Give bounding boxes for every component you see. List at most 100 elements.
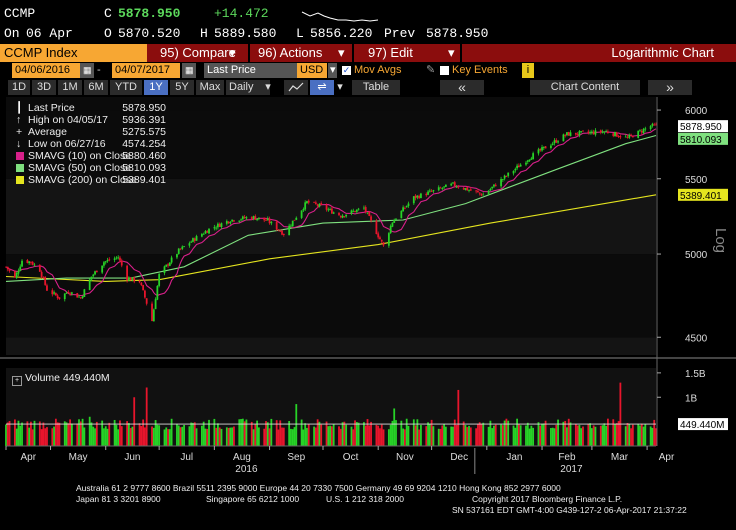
volume-bar bbox=[126, 421, 128, 446]
candle-body bbox=[444, 184, 447, 187]
candle bbox=[525, 160, 527, 167]
candle bbox=[290, 223, 292, 229]
candle bbox=[140, 281, 143, 287]
volume-bar bbox=[94, 428, 96, 446]
period-5y[interactable]: 5Y bbox=[170, 80, 194, 95]
candle-body bbox=[619, 136, 622, 138]
volume-bar bbox=[140, 426, 143, 446]
currency-field[interactable]: USD bbox=[297, 63, 327, 78]
period-1d[interactable]: 1D bbox=[8, 80, 30, 95]
chevron-down-icon[interactable] bbox=[292, 63, 300, 78]
volume-bar bbox=[329, 425, 332, 446]
volume-bar bbox=[316, 419, 319, 446]
volume-bar bbox=[204, 428, 207, 446]
period-6m[interactable]: 6M bbox=[84, 80, 108, 95]
candle bbox=[402, 205, 405, 212]
candle-body bbox=[526, 160, 529, 162]
candle-body bbox=[127, 277, 130, 281]
period-1y[interactable]: 1Y bbox=[144, 80, 168, 95]
candle bbox=[475, 190, 478, 194]
checkbox-icon[interactable]: ✓ bbox=[342, 64, 351, 75]
key-events-toggle[interactable]: Key Events bbox=[440, 63, 508, 78]
average-icon: + bbox=[16, 126, 23, 138]
candle-body bbox=[142, 285, 145, 291]
candle-body bbox=[104, 261, 107, 263]
expand-icon[interactable]: + bbox=[12, 376, 22, 386]
compare-menu[interactable]: 95) Compare bbox=[160, 45, 236, 60]
candle bbox=[291, 220, 294, 227]
edit-menu[interactable]: 97) Edit bbox=[368, 45, 413, 60]
candle bbox=[619, 134, 622, 140]
volume-bar bbox=[44, 428, 47, 446]
chevron-down-icon[interactable]: ▾ bbox=[337, 81, 343, 93]
period-max[interactable]: Max bbox=[196, 80, 224, 95]
prev-label: Prev bbox=[384, 26, 416, 41]
candle-body bbox=[220, 223, 223, 228]
candle bbox=[576, 132, 579, 136]
candle-body bbox=[628, 135, 631, 138]
candle-body bbox=[393, 220, 396, 223]
price-field-select[interactable]: Last Price bbox=[204, 63, 292, 78]
frequency-select[interactable]: Daily bbox=[226, 80, 270, 95]
checkbox-icon[interactable] bbox=[440, 65, 449, 75]
actions-menu[interactable]: 96) Actions bbox=[258, 45, 323, 60]
volume-bar bbox=[569, 422, 572, 446]
volume-bar bbox=[21, 422, 23, 446]
candle bbox=[626, 134, 629, 139]
volume-bar bbox=[501, 425, 504, 446]
calendar-icon[interactable]: ▦ bbox=[182, 63, 196, 78]
candle bbox=[5, 266, 7, 268]
volume-bar bbox=[177, 425, 180, 446]
volume-bar bbox=[612, 419, 615, 446]
volume-bar bbox=[78, 419, 80, 446]
compare-arrow[interactable]: ▾ bbox=[229, 45, 236, 60]
period-3d[interactable]: 3D bbox=[32, 80, 56, 95]
info-icon[interactable]: i bbox=[522, 63, 534, 78]
candle bbox=[243, 214, 246, 219]
scroll-back-button[interactable]: « bbox=[440, 80, 484, 95]
candle-body bbox=[26, 260, 29, 263]
candle-body bbox=[539, 148, 542, 151]
candle-body bbox=[65, 292, 68, 294]
scroll-forward-button[interactable]: » bbox=[648, 80, 692, 95]
candle-body bbox=[167, 264, 169, 266]
chart-content-button[interactable]: Chart Content bbox=[530, 80, 640, 95]
volume-bar bbox=[603, 423, 606, 446]
volume-bar bbox=[391, 420, 394, 446]
candle-chart-icon[interactable]: ⇌ bbox=[310, 80, 334, 95]
volume-bar bbox=[330, 426, 333, 446]
line-chart-icon[interactable] bbox=[284, 80, 308, 95]
volume-bar bbox=[257, 427, 260, 446]
x-tick-label: Mar bbox=[611, 452, 629, 463]
candle-body bbox=[564, 135, 567, 137]
volume-bar bbox=[190, 422, 193, 446]
candle-body bbox=[165, 264, 168, 267]
period-ytd[interactable]: YTD bbox=[110, 80, 142, 95]
candle-body bbox=[329, 209, 332, 210]
volume-bar bbox=[519, 425, 522, 446]
actions-arrow[interactable]: ▾ bbox=[338, 45, 345, 60]
mov-avgs-toggle[interactable]: ✓ Mov Avgs bbox=[342, 63, 402, 78]
volume-bar bbox=[15, 428, 18, 446]
sma200-line bbox=[5, 194, 657, 282]
end-date-field[interactable]: 04/07/2017 bbox=[112, 63, 180, 78]
pen-icon[interactable]: ✎ bbox=[426, 64, 436, 76]
volume-bar bbox=[250, 421, 253, 446]
start-date-field[interactable]: 04/06/2016 bbox=[12, 63, 80, 78]
candle-body bbox=[589, 132, 592, 134]
candle-body bbox=[402, 207, 405, 212]
axis-label: Log bbox=[712, 228, 729, 253]
chevron-down-icon[interactable]: ▾ bbox=[265, 81, 271, 93]
chevron-down-icon[interactable]: ▾ bbox=[328, 63, 337, 78]
table-button[interactable]: Table bbox=[352, 80, 400, 95]
edit-arrow[interactable]: ▾ bbox=[448, 45, 455, 60]
price-band bbox=[6, 178, 656, 255]
candle bbox=[152, 308, 155, 322]
calendar-icon[interactable]: ▦ bbox=[80, 63, 94, 78]
candle-body bbox=[200, 234, 203, 237]
period-1m[interactable]: 1M bbox=[58, 80, 82, 95]
candle-body bbox=[542, 146, 545, 148]
candle bbox=[339, 215, 342, 219]
candle bbox=[167, 262, 169, 268]
candle bbox=[15, 271, 18, 280]
